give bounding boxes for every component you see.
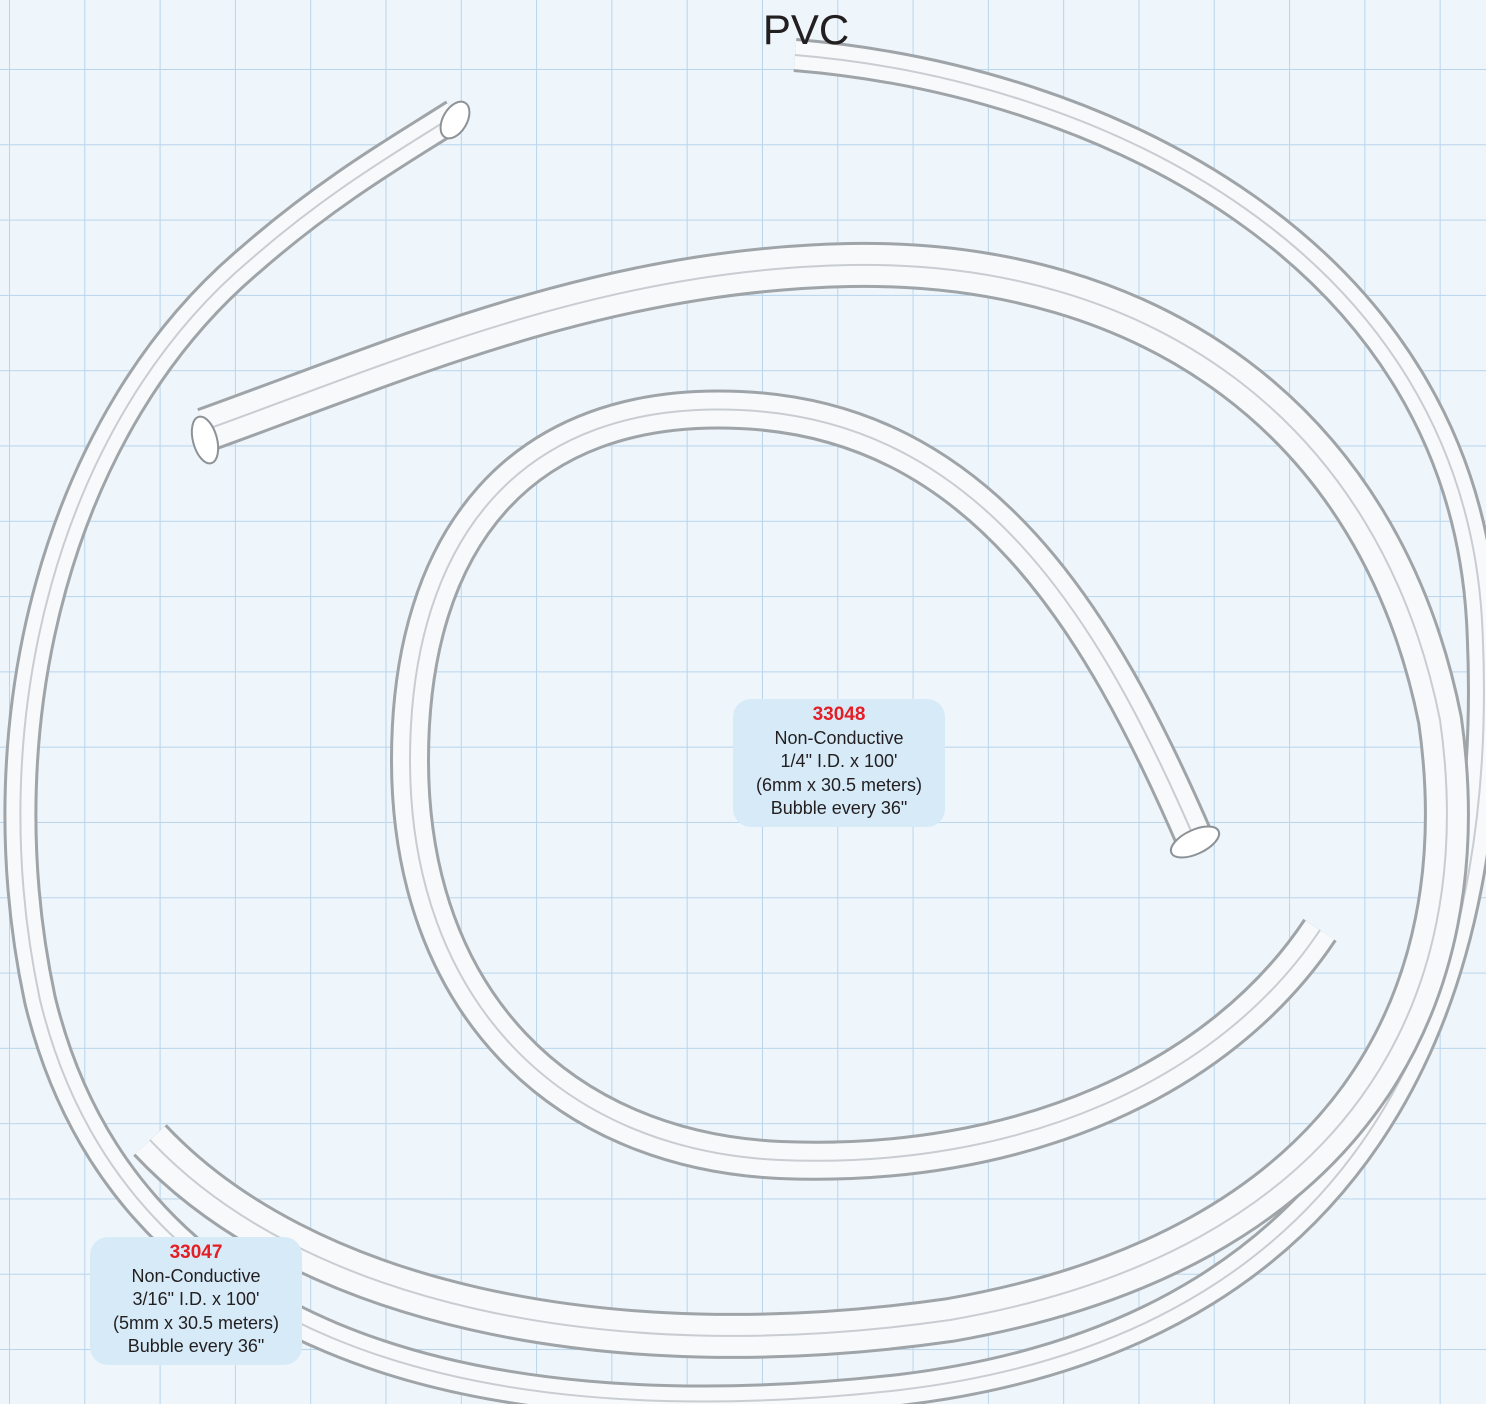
product-label: 33047 Non-Conductive 3/16" I.D. x 100' (… xyxy=(90,1237,302,1365)
product-line: 1/4" I.D. x 100' xyxy=(733,750,945,774)
title: PVC xyxy=(0,6,1486,54)
page: PVC 33048 Non-Conductive 1/4" I.D. x 100… xyxy=(0,0,1486,1404)
product-line: Non-Conductive xyxy=(90,1265,302,1289)
product-label: 33048 Non-Conductive 1/4" I.D. x 100' (6… xyxy=(733,699,945,827)
product-line: 3/16" I.D. x 100' xyxy=(90,1288,302,1312)
product-line: Bubble every 36" xyxy=(733,797,945,821)
product-line: (6mm x 30.5 meters) xyxy=(733,774,945,798)
product-line: Non-Conductive xyxy=(733,727,945,751)
product-number: 33048 xyxy=(733,703,945,727)
product-line: (5mm x 30.5 meters) xyxy=(90,1312,302,1336)
product-line: Bubble every 36" xyxy=(90,1335,302,1359)
product-number: 33047 xyxy=(90,1241,302,1265)
